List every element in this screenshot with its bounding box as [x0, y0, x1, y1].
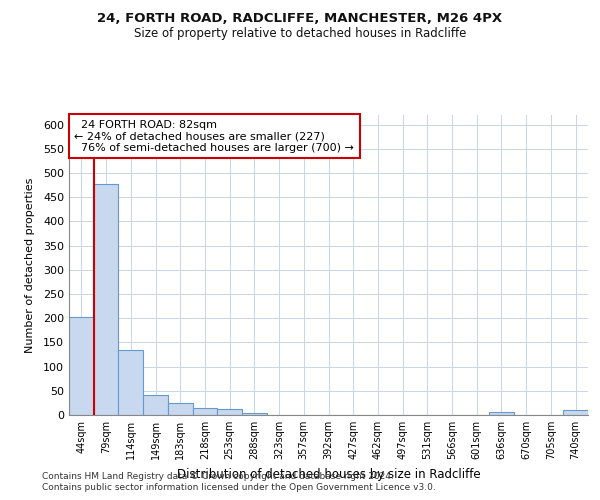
Text: Contains HM Land Registry data © Crown copyright and database right 2024.: Contains HM Land Registry data © Crown c… [42, 472, 394, 481]
Text: Size of property relative to detached houses in Radcliffe: Size of property relative to detached ho… [134, 28, 466, 40]
Bar [193, 408, 217, 415]
Bar [563, 410, 588, 415]
Bar [143, 394, 168, 415]
Y-axis label: Number of detached properties: Number of detached properties [25, 178, 35, 352]
Bar [69, 317, 94, 415]
Text: Contains public sector information licensed under the Open Government Licence v3: Contains public sector information licen… [42, 484, 436, 492]
Text: 24, FORTH ROAD, RADCLIFFE, MANCHESTER, M26 4PX: 24, FORTH ROAD, RADCLIFFE, MANCHESTER, M… [97, 12, 503, 26]
Bar [489, 412, 514, 415]
Bar [242, 412, 267, 415]
Bar [217, 409, 242, 415]
Bar [118, 350, 143, 415]
Bar [94, 184, 118, 415]
Text: 24 FORTH ROAD: 82sqm
← 24% of detached houses are smaller (227)
  76% of semi-de: 24 FORTH ROAD: 82sqm ← 24% of detached h… [74, 120, 354, 152]
Bar [168, 403, 193, 415]
X-axis label: Distribution of detached houses by size in Radcliffe: Distribution of detached houses by size … [176, 468, 481, 480]
